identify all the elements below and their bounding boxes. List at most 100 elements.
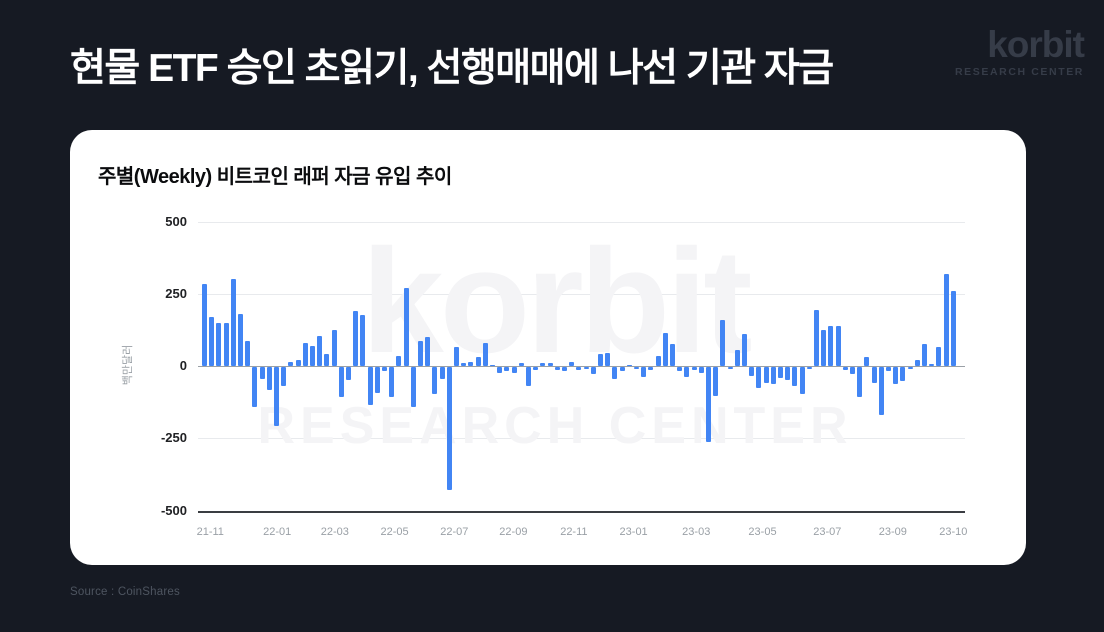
bar xyxy=(281,367,287,386)
bar xyxy=(720,320,726,366)
bar xyxy=(238,313,243,366)
bar xyxy=(245,341,251,366)
bar xyxy=(670,344,675,366)
bar xyxy=(763,367,769,383)
bar xyxy=(756,367,762,388)
bar xyxy=(850,367,855,375)
x-tick-label: 23-09 xyxy=(878,526,907,538)
bar xyxy=(734,350,740,366)
bar xyxy=(583,367,589,370)
bar xyxy=(626,364,632,366)
bar xyxy=(806,367,812,370)
bar xyxy=(648,367,654,371)
y-tick-label: 250 xyxy=(165,285,187,301)
bar xyxy=(562,367,567,372)
bar xyxy=(331,329,337,366)
bar xyxy=(821,329,827,366)
bar xyxy=(727,367,733,370)
gridline xyxy=(198,221,965,223)
x-tick-label: 21-11 xyxy=(196,526,224,538)
y-tick-label: -250 xyxy=(160,430,187,446)
bar xyxy=(936,347,942,366)
bar xyxy=(511,367,517,373)
bar xyxy=(526,367,531,386)
x-tick-label: 22-07 xyxy=(440,526,469,538)
bar xyxy=(706,367,711,442)
bar xyxy=(346,367,351,380)
bar xyxy=(266,367,272,391)
x-tick-label: 23-03 xyxy=(682,526,711,538)
bar xyxy=(274,367,279,427)
chart-title: 주별(Weekly) 비트코인 래퍼 자금 유입 추이 xyxy=(98,166,452,188)
bar xyxy=(785,367,791,380)
bar xyxy=(569,361,575,366)
bar xyxy=(382,367,387,372)
x-tick-label: 22-05 xyxy=(380,526,409,538)
bar xyxy=(338,367,344,398)
bar-chart: 500 250 0 -250 -500 백만달러 21-11 22-01 22-03 22-05 2… xyxy=(70,130,1026,565)
bar xyxy=(446,367,452,490)
bar xyxy=(475,357,481,366)
bar xyxy=(259,367,265,379)
korbit-logo-subtitle: RESEARCH CENTER xyxy=(954,66,1084,78)
bar xyxy=(454,347,459,366)
bar xyxy=(554,367,560,370)
x-tick-label: 23-01 xyxy=(619,526,648,538)
y-axis-title: 백만달러 xyxy=(122,344,134,386)
bar xyxy=(641,367,647,378)
bar xyxy=(914,359,920,366)
bar xyxy=(310,345,315,366)
bar xyxy=(482,342,488,366)
bar xyxy=(778,367,783,378)
bar xyxy=(655,355,661,366)
bar xyxy=(288,361,294,366)
zero-gridline xyxy=(198,366,965,367)
y-tick-label: -500 xyxy=(160,502,187,518)
korbit-logo-name: korbit xyxy=(987,24,1085,65)
bar xyxy=(842,367,848,370)
bar xyxy=(324,354,330,366)
bar xyxy=(468,361,474,366)
bar xyxy=(533,367,539,370)
bar xyxy=(216,322,222,366)
bar xyxy=(634,367,639,370)
bar xyxy=(886,367,891,372)
bar xyxy=(950,291,956,366)
bar xyxy=(252,367,258,408)
bar xyxy=(410,367,416,408)
bar xyxy=(864,357,870,366)
source-caption: Source : CoinShares xyxy=(70,586,180,598)
bar xyxy=(461,363,467,366)
bar xyxy=(893,367,899,385)
x-tick-label: 23-07 xyxy=(813,526,842,538)
bar xyxy=(907,367,913,370)
bar xyxy=(497,367,503,373)
bar xyxy=(922,344,927,366)
bar xyxy=(698,367,704,373)
bar xyxy=(871,367,877,383)
bar xyxy=(353,311,359,366)
bar xyxy=(518,362,524,366)
bar xyxy=(504,367,510,372)
bar xyxy=(540,363,546,366)
bar xyxy=(389,367,395,398)
bar xyxy=(619,367,625,372)
gridline xyxy=(198,293,965,295)
x-tick-label: 22-01 xyxy=(263,526,292,538)
bar xyxy=(814,309,819,366)
bar xyxy=(612,367,618,379)
bar xyxy=(425,337,431,366)
bar xyxy=(418,341,423,366)
bar xyxy=(547,362,553,366)
y-tick-label: 500 xyxy=(165,213,187,229)
bar xyxy=(202,283,207,366)
bar xyxy=(576,367,582,370)
x-axis-line xyxy=(198,510,965,513)
bar xyxy=(209,316,215,366)
bar xyxy=(742,334,747,366)
bar xyxy=(857,367,863,398)
bar xyxy=(490,364,495,366)
bar xyxy=(828,325,834,366)
bar xyxy=(943,273,949,366)
